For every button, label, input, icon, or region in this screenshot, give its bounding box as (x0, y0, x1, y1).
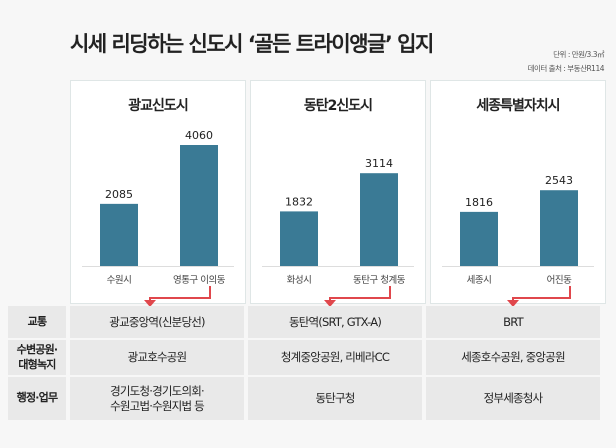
data-label: 1832 (285, 195, 313, 208)
table-cell: 정부세종청사 (426, 377, 600, 420)
chart-title: 동탄2신도시 (303, 98, 373, 114)
data-label: 1816 (465, 196, 493, 209)
table-cell: 경기도청·경기도의회· 수원고법·수원지법 등 (70, 377, 244, 420)
data-label: 3114 (365, 157, 393, 170)
category-label: 세종시 (467, 275, 492, 286)
arrow-connector (149, 286, 211, 302)
data-label: 4060 (185, 129, 213, 142)
bar (460, 211, 498, 266)
chart-title: 광교신도시 (128, 98, 188, 114)
row-label: 수변공원· 대형녹지 (8, 340, 66, 375)
table-cell: 세종호수공원, 중앙공원 (426, 340, 600, 375)
arrow-connector (512, 286, 571, 302)
unit-note: 단위 : 만원/3.3㎡ (553, 50, 604, 59)
chart-panel: 세종특별자치시 1816 세종시 2543 어진동 (430, 80, 606, 307)
bar (180, 145, 218, 266)
source-note: 데이터 출처 : 부동산R114 (527, 64, 605, 73)
data-label: 2543 (545, 174, 573, 187)
bar (100, 203, 138, 266)
table-cell: BRT (426, 306, 600, 338)
row-label: 교통 (8, 306, 66, 338)
table-cell: 광교호수공원 (70, 340, 244, 375)
table-cell: 동탄구청 (248, 377, 422, 420)
category-label: 어진동 (547, 275, 572, 286)
row-label: 행정·업무 (8, 377, 66, 420)
table-cell: 동탄역(SRT, GTX-A) (248, 306, 422, 338)
bar (360, 173, 398, 266)
arrow-connector (329, 286, 391, 302)
category-label: 영통구 이의동 (173, 275, 226, 286)
chart-panel: 광교신도시 2085 수원시 4060 영통구 이의동 (70, 80, 246, 307)
category-label: 화성시 (287, 275, 312, 286)
chart-title: 세종특별자치시 (476, 98, 560, 114)
table-cell: 청계중앙공원, 리베라CC (248, 340, 422, 375)
data-label: 2085 (105, 188, 133, 201)
bar (280, 211, 318, 266)
category-label: 수원시 (107, 275, 132, 286)
page-title: 시세 리딩하는 신도시 ‘골든 트라이앵글’ 입지 (70, 32, 434, 56)
category-label: 동탄구 청계동 (353, 274, 406, 286)
chart-panel: 동탄2신도시 1832 화성시 3114 동탄구 청계동 (250, 80, 426, 307)
table-cell: 광교중앙역(신분당선) (70, 306, 244, 338)
bar (540, 190, 578, 266)
